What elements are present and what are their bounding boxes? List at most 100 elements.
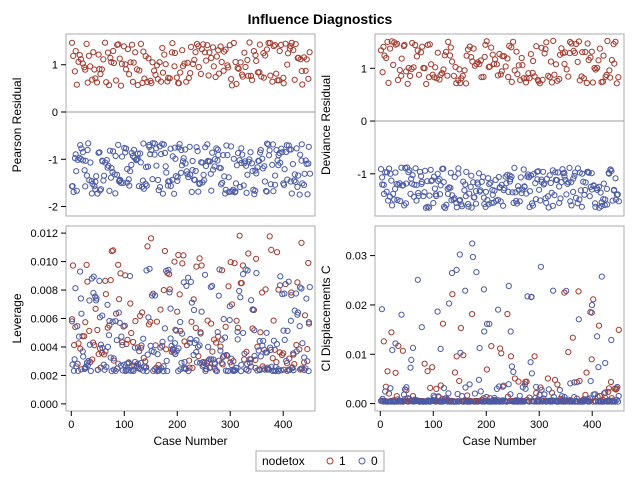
point-series-1 [270, 317, 277, 324]
point-series-1 [399, 347, 406, 354]
point-series-0 [216, 266, 223, 273]
point-series-1 [426, 41, 433, 48]
y-tick-label: -1 [48, 154, 58, 166]
point-series-0 [575, 316, 582, 323]
point-series-0 [213, 145, 220, 152]
point-series-0 [421, 189, 428, 196]
point-series-1 [407, 72, 414, 80]
panel-pearson: -2 -1 0 1 Pearson Residual [10, 33, 316, 217]
point-series-1 [242, 63, 249, 71]
point-series-0 [73, 187, 80, 194]
point-series-0 [524, 293, 531, 300]
point-series-1 [604, 37, 611, 45]
point-series-0 [112, 367, 119, 374]
point-series-1 [144, 243, 151, 250]
point-series-0 [284, 327, 291, 334]
point-series-0 [88, 275, 96, 282]
point-series-0 [283, 357, 290, 364]
point-series-0 [570, 175, 577, 182]
point-series-1 [299, 81, 306, 88]
point-series-0 [576, 196, 583, 203]
point-series-0 [228, 355, 235, 362]
point-series-0 [397, 398, 404, 405]
point-series-1 [561, 60, 568, 68]
point-series-0 [550, 287, 557, 294]
point-series-0 [442, 205, 449, 212]
point-series-1 [587, 54, 594, 61]
point-series-1 [469, 311, 476, 318]
point-series-0 [579, 170, 586, 177]
point-series-0 [520, 166, 527, 173]
point-series-0 [201, 271, 209, 278]
point-series-0 [214, 157, 221, 164]
point-series-1 [293, 341, 300, 349]
point-series-0 [208, 187, 215, 194]
point-series-0 [614, 191, 621, 198]
point-series-1 [166, 75, 173, 82]
point-series-1 [130, 338, 137, 346]
point-series-0 [429, 177, 436, 184]
point-series-1 [92, 75, 99, 82]
point-series-1 [235, 65, 242, 72]
point-series-0 [193, 349, 200, 356]
point-series-0 [223, 351, 230, 359]
point-series-0 [305, 143, 312, 150]
point-series-1 [224, 352, 231, 359]
point-series-1 [284, 61, 291, 68]
point-series-0 [577, 187, 584, 194]
point-series-1 [144, 78, 151, 86]
point-series-0 [468, 172, 475, 179]
point-series-1 [159, 69, 167, 76]
point-series-1 [249, 325, 256, 332]
point-series-1 [233, 317, 240, 324]
point-series-1 [544, 375, 552, 382]
point-series-0 [263, 329, 270, 336]
point-series-1 [582, 48, 589, 56]
y-tick-label: 0.008 [30, 285, 58, 297]
point-series-1 [459, 72, 466, 79]
point-series-1 [615, 74, 622, 81]
point-series-0 [119, 342, 126, 349]
point-series-0 [144, 351, 151, 358]
point-series-1 [449, 291, 456, 298]
point-series-0 [159, 190, 166, 197]
point-series-0 [570, 188, 577, 195]
point-series-1 [171, 63, 178, 70]
point-series-0 [377, 166, 385, 173]
y-axis-label: CI Displacements C [319, 265, 333, 371]
point-series-0 [462, 287, 469, 294]
point-series-0 [516, 198, 523, 205]
point-series-1 [615, 326, 622, 333]
point-series-1 [275, 77, 282, 84]
point-series-0 [143, 267, 150, 274]
point-series-1 [206, 49, 213, 56]
point-series-0 [294, 183, 301, 190]
point-series-1 [161, 247, 168, 255]
point-series-0 [612, 398, 619, 405]
point-series-0 [248, 160, 255, 167]
x-tick-label: 200 [477, 419, 495, 431]
x-axis-label: Case Number [153, 434, 227, 448]
point-series-1 [171, 258, 178, 265]
point-series-1 [253, 57, 260, 65]
point-series-1 [160, 287, 167, 294]
point-series-1 [401, 41, 408, 48]
point-series-0 [413, 398, 420, 405]
point-series-0 [185, 368, 192, 375]
point-series-0 [128, 161, 135, 168]
point-series-0 [110, 355, 117, 362]
point-series-0 [408, 356, 415, 363]
point-series-1 [433, 385, 440, 392]
point-series-1 [595, 322, 603, 329]
point-series-1 [110, 59, 118, 67]
point-series-1 [227, 259, 234, 266]
point-series-1 [76, 52, 83, 59]
point-series-1 [136, 67, 143, 74]
point-series-0 [182, 146, 189, 153]
x-tick-label: 200 [168, 419, 186, 431]
point-series-1 [515, 378, 522, 385]
point-series-1 [217, 343, 224, 350]
point-series-0 [201, 177, 208, 184]
point-series-1 [159, 342, 166, 349]
point-series-1 [127, 59, 134, 66]
